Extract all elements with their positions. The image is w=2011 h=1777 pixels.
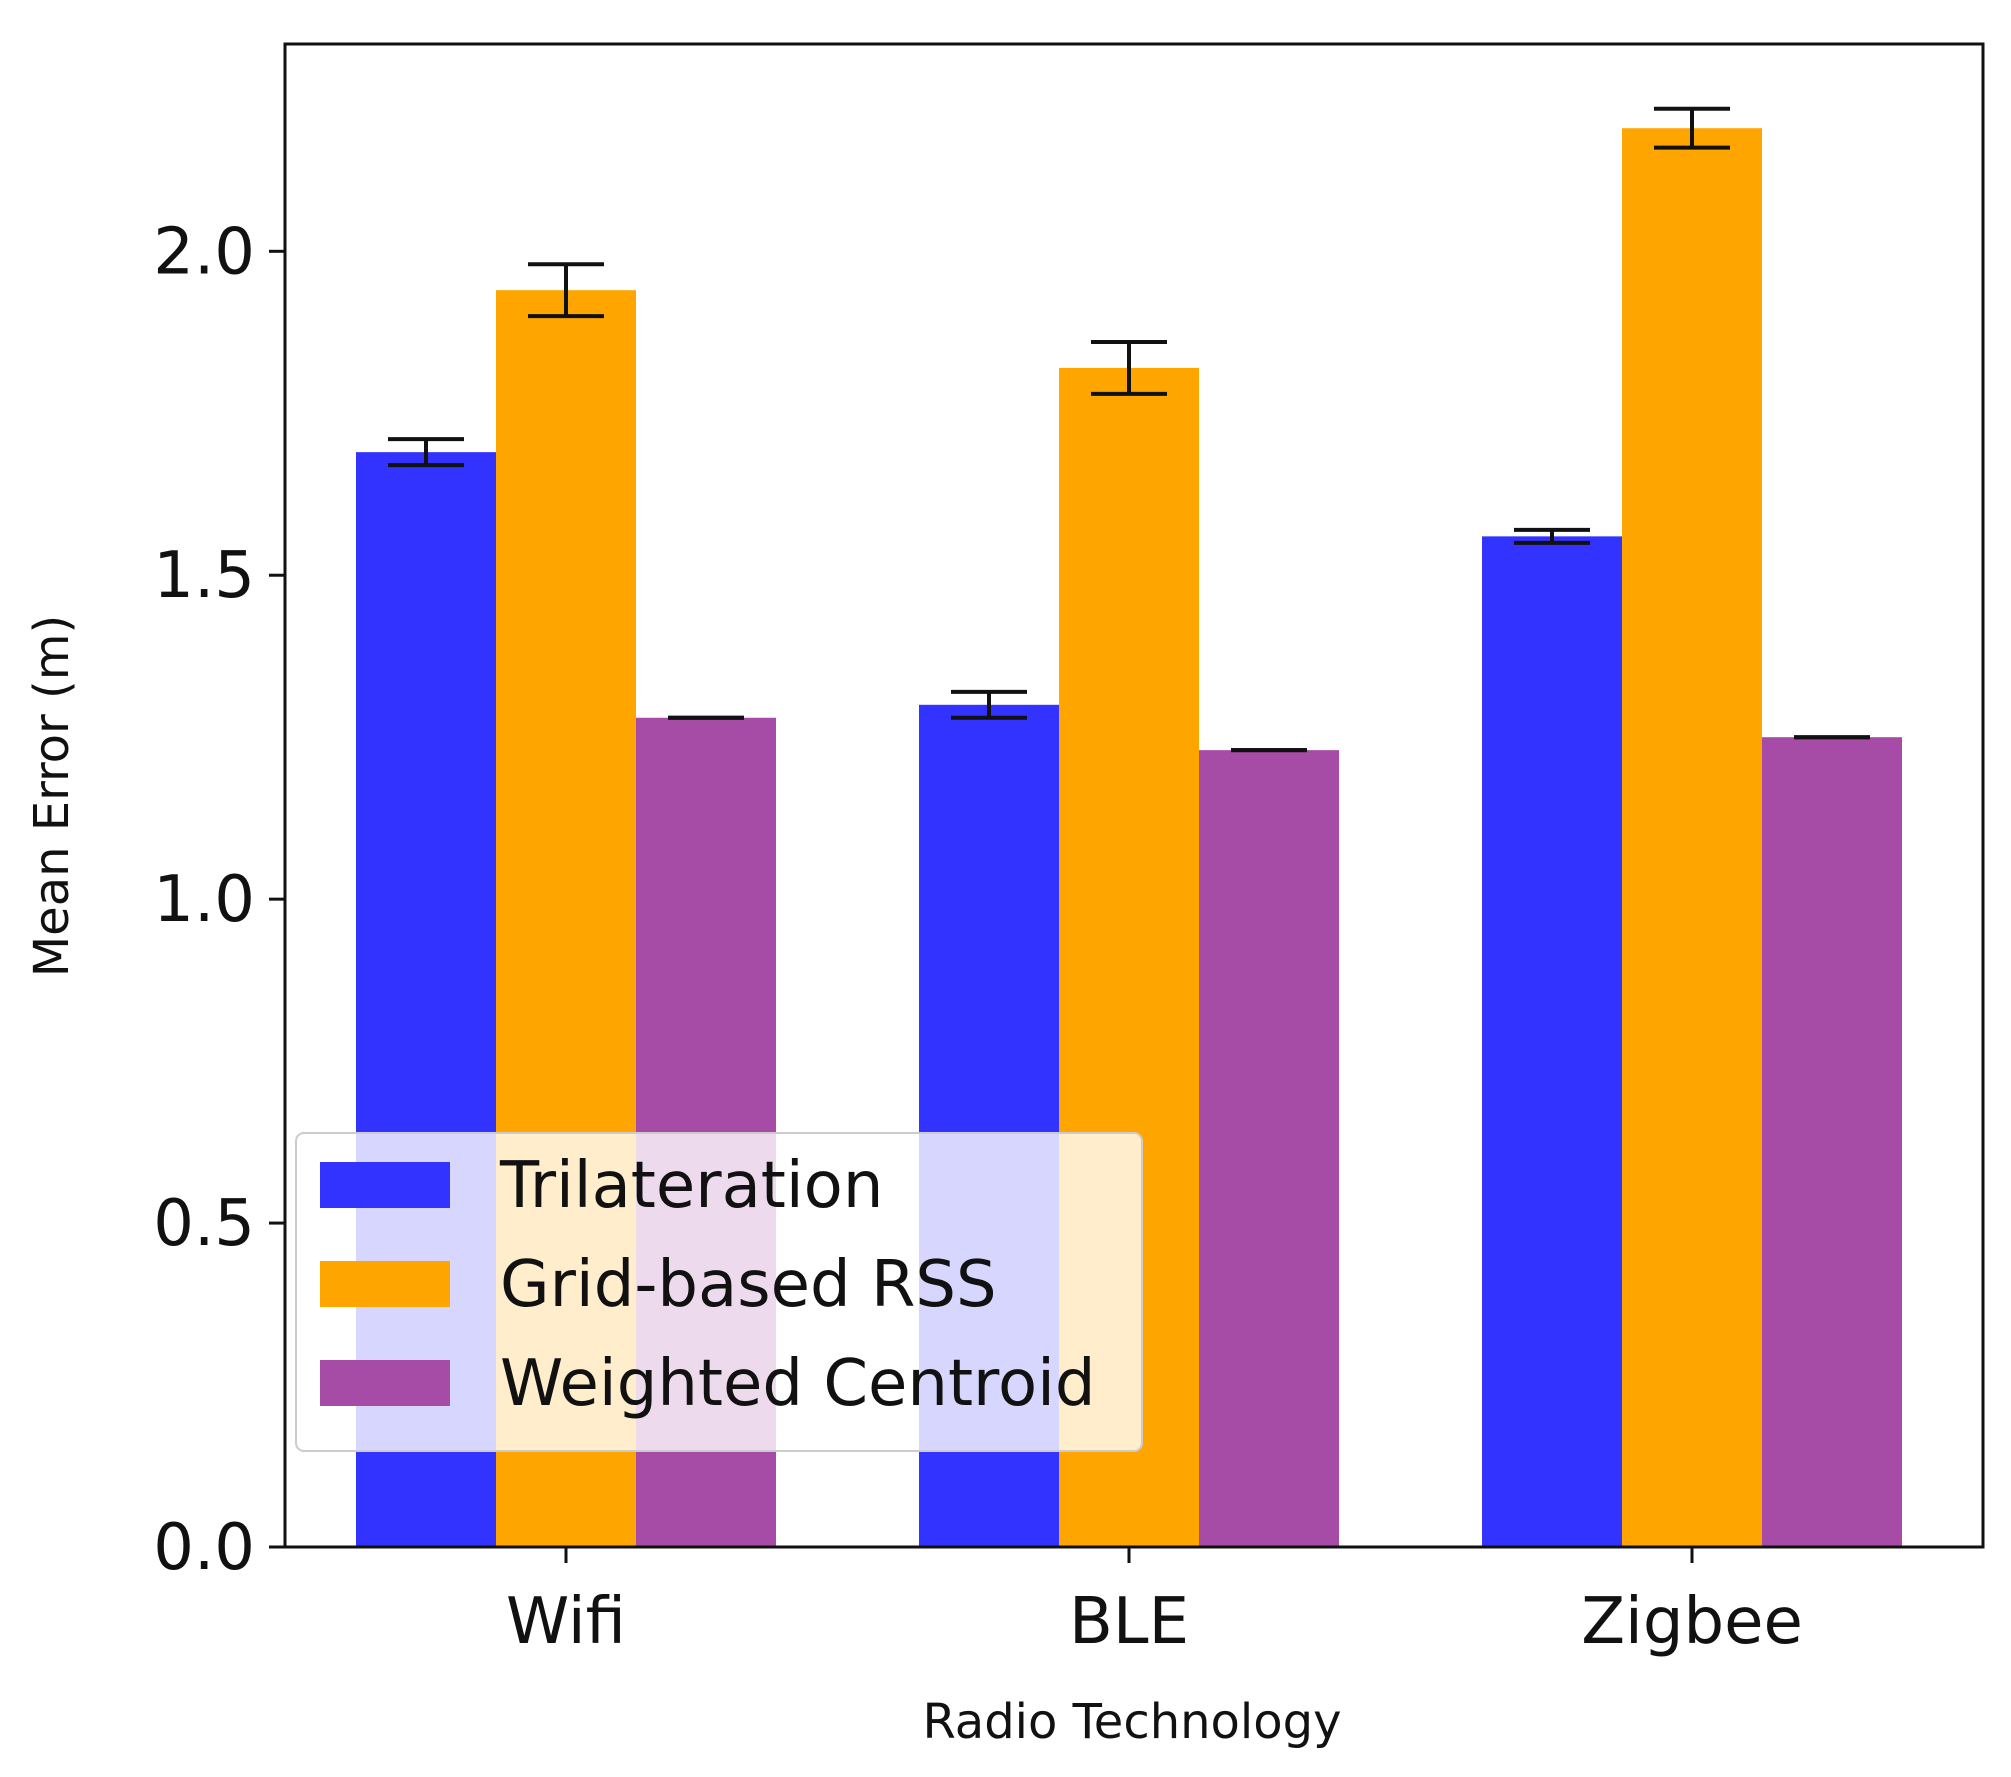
error-bar-grid-based-rss-wifi <box>528 262 604 319</box>
y-tick-label: 1.5 <box>153 539 255 613</box>
error-bars-layer <box>388 106 1870 753</box>
x-axis: Wifi BLE Zigbee <box>506 1547 1803 1659</box>
legend-label-grid-based-rss: Grid-based RSS <box>500 1248 997 1322</box>
legend-entry-grid-based-rss: Grid-based RSS <box>320 1248 997 1322</box>
error-bar-grid-based-rss-ble <box>1091 340 1167 396</box>
x-axis-label: Radio Technology <box>922 1694 1341 1750</box>
y-tick-label: 0.0 <box>153 1511 255 1585</box>
plot-frame <box>283 42 1985 1549</box>
legend-swatch-weighted-centroid <box>320 1360 450 1406</box>
legend-frame <box>295 1132 1143 1452</box>
y-tick-label: 1.0 <box>153 863 255 937</box>
legend-swatch-trilateration <box>320 1162 450 1208</box>
error-bar-trilateration-ble <box>951 689 1027 720</box>
bar-weighted-centroid-zigbee <box>1762 737 1902 1547</box>
legend: Trilateration Grid-based RSS Weighted Ce… <box>295 1132 1143 1452</box>
x-tick-label-zigbee: Zigbee <box>1581 1585 1803 1659</box>
bar-weighted-centroid-ble <box>1199 750 1339 1547</box>
y-axis-label: Mean Error (m) <box>24 615 80 978</box>
legend-label-weighted-centroid: Weighted Centroid <box>500 1347 1096 1421</box>
bar-grid-based-rss-zigbee <box>1622 128 1762 1547</box>
error-bar-grid-based-rss-zigbee <box>1654 106 1730 150</box>
x-tick-label-ble: BLE <box>1069 1585 1189 1659</box>
y-axis: 0.0 0.5 1.0 1.5 2.0 <box>153 215 285 1585</box>
error-bar-trilateration-zigbee <box>1514 527 1590 545</box>
legend-label-trilateration: Trilateration <box>499 1149 883 1223</box>
x-tick-label-wifi: Wifi <box>506 1585 626 1659</box>
y-tick-label: 2.0 <box>153 215 255 289</box>
error-bar-trilateration-wifi <box>388 437 464 468</box>
legend-entry-trilateration: Trilateration <box>320 1149 883 1223</box>
y-tick-label: 0.5 <box>153 1187 255 1261</box>
legend-swatch-grid-based-rss <box>320 1261 450 1307</box>
bar-trilateration-zigbee <box>1482 536 1622 1547</box>
legend-entry-weighted-centroid: Weighted Centroid <box>320 1347 1096 1421</box>
